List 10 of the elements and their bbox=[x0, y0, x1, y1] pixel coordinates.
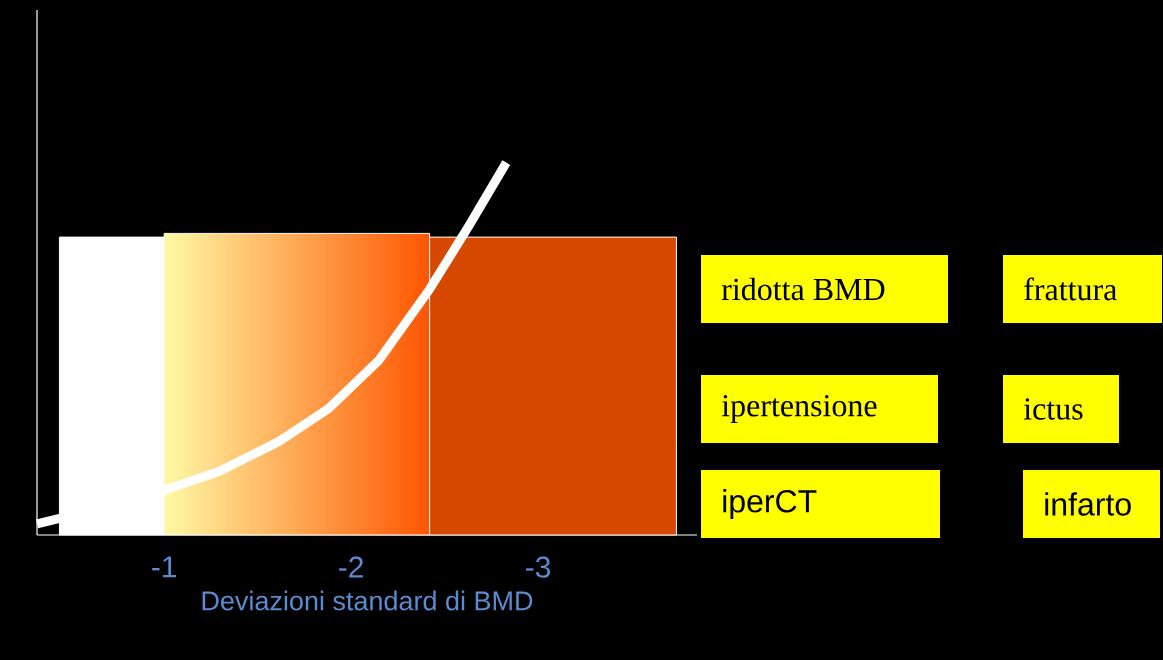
text: ridotta BMD bbox=[721, 277, 885, 301]
x-tick-label: -3 bbox=[526, 556, 551, 578]
text: frattura bbox=[1024, 277, 1117, 301]
text: iperCT bbox=[723, 489, 817, 519]
x-tick-label: -2 bbox=[339, 556, 363, 578]
x-tick-label: -1 bbox=[152, 556, 177, 578]
text: ictus bbox=[1023, 398, 1083, 420]
text: ipertensione bbox=[721, 394, 877, 423]
x-axis-title: Deviazioni standard di BMD bbox=[202, 590, 533, 611]
text: infarto bbox=[1045, 492, 1131, 516]
